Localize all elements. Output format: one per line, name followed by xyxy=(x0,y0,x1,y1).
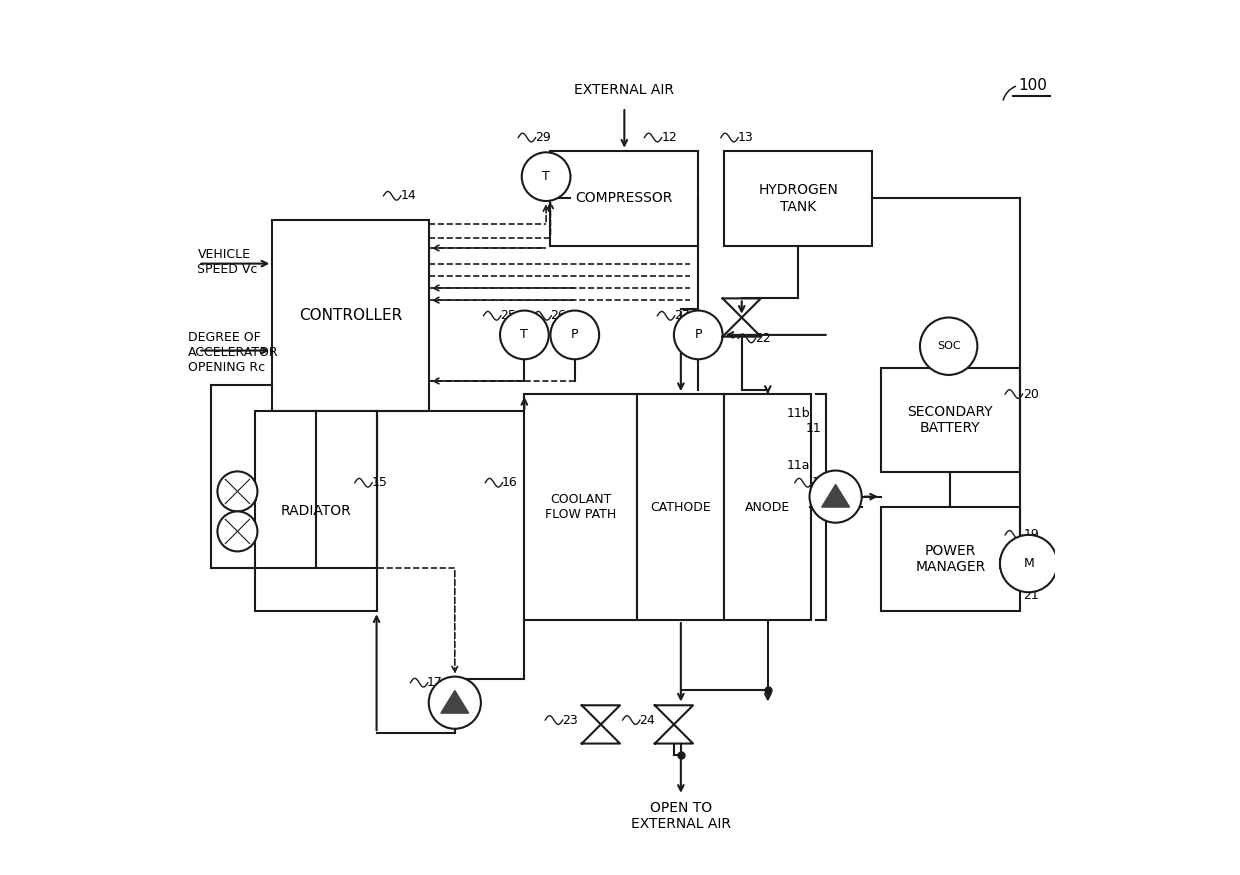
Text: 17: 17 xyxy=(427,676,443,690)
Bar xyxy=(551,150,698,246)
Text: POWER
MANAGER: POWER MANAGER xyxy=(915,544,986,574)
Text: VEHICLE
SPEED Vc: VEHICLE SPEED Vc xyxy=(197,248,258,276)
Text: 27: 27 xyxy=(673,309,689,322)
Text: 100: 100 xyxy=(1018,78,1047,93)
Text: SOC: SOC xyxy=(937,341,961,351)
Text: 25: 25 xyxy=(500,309,516,322)
Text: EXTERNAL AIR: EXTERNAL AIR xyxy=(574,83,675,97)
Bar xyxy=(880,507,1021,612)
Text: 18: 18 xyxy=(811,476,827,489)
Text: 11b: 11b xyxy=(787,407,811,420)
Text: 24: 24 xyxy=(639,714,655,726)
Circle shape xyxy=(217,511,258,551)
Text: COMPRESSOR: COMPRESSOR xyxy=(575,192,673,206)
Text: 15: 15 xyxy=(371,476,387,489)
Text: COOLANT
FLOW PATH: COOLANT FLOW PATH xyxy=(546,493,616,521)
Bar xyxy=(637,394,724,620)
Bar xyxy=(724,394,811,620)
Text: 23: 23 xyxy=(562,714,578,726)
Polygon shape xyxy=(822,485,849,507)
Circle shape xyxy=(551,311,599,360)
Circle shape xyxy=(522,152,570,201)
Text: 22: 22 xyxy=(755,332,770,345)
Text: 13: 13 xyxy=(738,131,753,144)
Text: 26: 26 xyxy=(551,309,567,322)
Text: P: P xyxy=(694,328,702,341)
Text: RADIATOR: RADIATOR xyxy=(280,504,351,518)
Text: CONTROLLER: CONTROLLER xyxy=(299,308,402,323)
Text: 14: 14 xyxy=(401,189,417,202)
Text: 12: 12 xyxy=(662,131,677,144)
Circle shape xyxy=(999,535,1058,592)
Circle shape xyxy=(810,471,862,522)
Polygon shape xyxy=(441,690,469,713)
Text: P: P xyxy=(572,328,579,341)
Text: DEGREE OF
ACCELERATOR
OPENING Rc: DEGREE OF ACCELERATOR OPENING Rc xyxy=(188,331,279,374)
Text: 16: 16 xyxy=(502,476,517,489)
Bar xyxy=(273,220,429,411)
Text: 11a: 11a xyxy=(787,458,811,472)
Text: 29: 29 xyxy=(534,131,551,144)
Bar xyxy=(880,368,1021,473)
Circle shape xyxy=(500,311,549,360)
Bar xyxy=(525,394,637,620)
Text: 11: 11 xyxy=(806,423,822,435)
Circle shape xyxy=(217,472,258,511)
Bar xyxy=(724,150,872,246)
Text: 20: 20 xyxy=(1023,388,1039,401)
Text: HYDROGEN
TANK: HYDROGEN TANK xyxy=(759,183,838,214)
Bar xyxy=(255,411,377,612)
Text: CATHODE: CATHODE xyxy=(651,500,712,514)
Circle shape xyxy=(920,318,977,374)
Circle shape xyxy=(673,311,723,360)
Text: T: T xyxy=(521,328,528,341)
Text: T: T xyxy=(542,170,551,183)
Text: 21: 21 xyxy=(1023,589,1039,602)
Text: OPEN TO
EXTERNAL AIR: OPEN TO EXTERNAL AIR xyxy=(631,801,730,830)
Text: 19: 19 xyxy=(1023,528,1039,542)
Text: M: M xyxy=(1023,557,1034,570)
Circle shape xyxy=(429,676,481,729)
Text: ANODE: ANODE xyxy=(745,500,790,514)
Text: SECONDARY
BATTERY: SECONDARY BATTERY xyxy=(908,405,993,435)
Text: 28: 28 xyxy=(242,492,258,505)
